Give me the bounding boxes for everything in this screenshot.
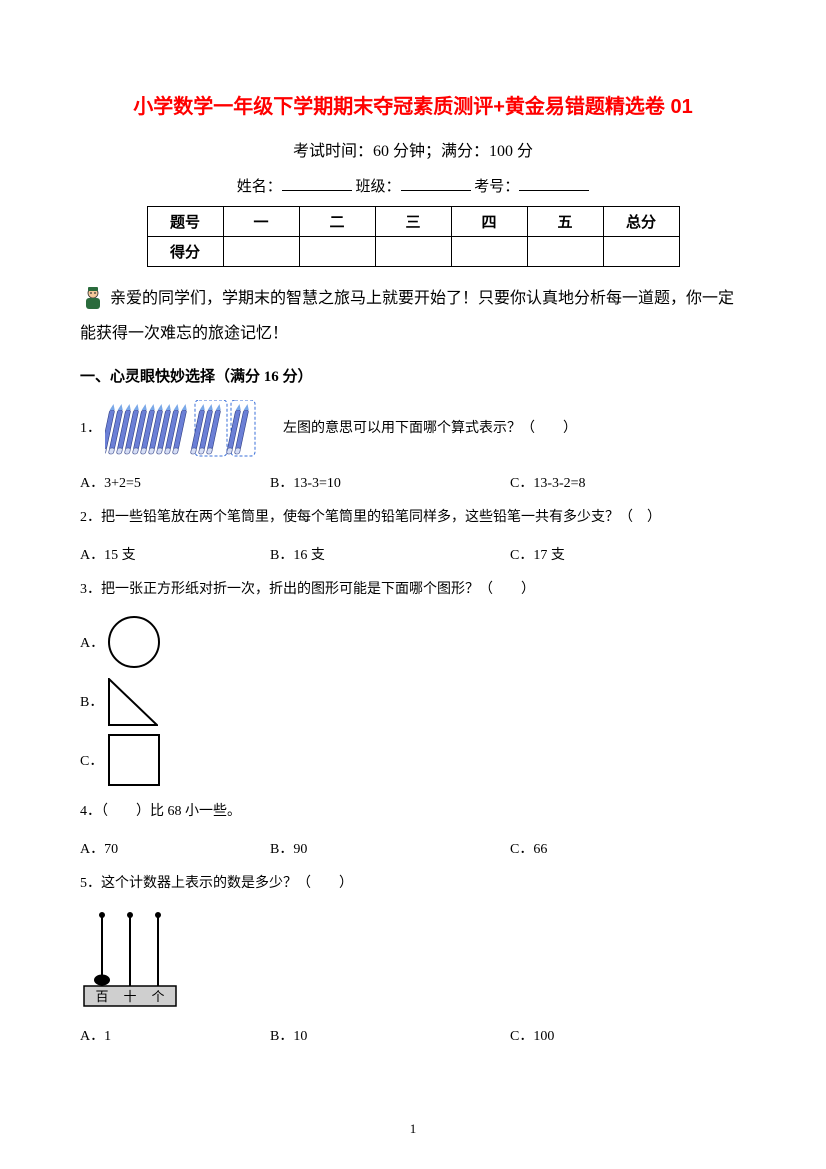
exam-meta: 考试时间：60 分钟；满分：100 分 xyxy=(80,137,746,161)
q2-choices: A．15 支 B．16 支 C．17 支 xyxy=(80,544,746,564)
score-cell[interactable] xyxy=(603,237,679,267)
q2-choice-c: C．17 支 xyxy=(510,544,710,564)
intro-content: 亲爱的同学们，学期末的智慧之旅马上就要开始了！只要你认真地分析每一道题，你一定能… xyxy=(80,290,734,342)
q5-choice-b: B．10 xyxy=(270,1025,510,1045)
score-cell[interactable] xyxy=(299,237,375,267)
header-cell: 题号 xyxy=(147,207,223,237)
svg-text:十: 十 xyxy=(123,989,136,1004)
q4-choices: A．70 B．90 C．66 xyxy=(80,838,746,858)
q1-choice-b: B．13-3=10 xyxy=(270,472,510,492)
q4-choice-c: C．66 xyxy=(510,838,710,858)
q3-choice-c-label: C． xyxy=(80,750,108,770)
abacus-figure: 百十个 xyxy=(80,910,746,1015)
question-3: 3．把一张正方形纸对折一次，折出的图形可能是下面哪个图形？（ ） xyxy=(80,578,746,602)
q1-choices: A．3+2=5 B．13-3=10 C．13-3-2=8 xyxy=(80,472,746,492)
exam-title: 小学数学一年级下学期期末夺冠素质测评+黄金易错题精选卷 01 xyxy=(80,90,746,119)
q1-choice-c: C．13-3-2=8 xyxy=(510,472,710,492)
q3-choice-a-label: A． xyxy=(80,632,108,652)
intro-text: 亲爱的同学们，学期末的智慧之旅马上就要开始了！只要你认真地分析每一道题，你一定能… xyxy=(80,281,746,351)
score-label-cell: 得分 xyxy=(147,237,223,267)
id-blank[interactable] xyxy=(519,175,589,191)
header-cell: 五 xyxy=(527,207,603,237)
q5-choices: A．1 B．10 C．100 xyxy=(80,1025,746,1045)
square-icon xyxy=(108,734,160,786)
q1-text: 左图的意思可以用下面哪个算式表示？（ ） xyxy=(283,417,577,441)
section-1-heading: 一、心灵眼快妙选择（满分 16 分） xyxy=(80,365,746,386)
id-label: 考号： xyxy=(474,179,519,195)
header-cell: 一 xyxy=(223,207,299,237)
score-cell[interactable] xyxy=(451,237,527,267)
q2-choice-a: A．15 支 xyxy=(80,544,270,564)
score-cell[interactable] xyxy=(223,237,299,267)
score-table: 题号 一 二 三 四 五 总分 得分 xyxy=(147,206,680,267)
question-1: 1． 左图的意思可以用下面哪个算式表示？（ ） xyxy=(80,400,746,458)
triangle-icon xyxy=(108,676,162,726)
q3-choice-c-row: C． xyxy=(80,734,746,786)
class-label: 班级： xyxy=(355,179,400,195)
svg-text:个: 个 xyxy=(151,989,164,1004)
header-cell: 三 xyxy=(375,207,451,237)
header-cell: 总分 xyxy=(603,207,679,237)
student-icon xyxy=(80,285,106,313)
question-5: 5．这个计数器上表示的数是多少？（ ） xyxy=(80,872,746,896)
header-cell: 四 xyxy=(451,207,527,237)
q3-choice-b-label: B． xyxy=(80,691,108,711)
name-blank[interactable] xyxy=(282,175,352,191)
question-4: 4．（ ）比 68 小一些。 xyxy=(80,800,746,824)
score-cell[interactable] xyxy=(375,237,451,267)
q5-choice-a: A．1 xyxy=(80,1025,270,1045)
q1-choice-a: A．3+2=5 xyxy=(80,472,270,492)
q4-choice-a: A．70 xyxy=(80,838,270,858)
q3-choice-a-row: A． xyxy=(80,616,746,668)
q3-choice-b-row: B． xyxy=(80,676,746,726)
class-blank[interactable] xyxy=(401,175,471,191)
header-cell: 二 xyxy=(299,207,375,237)
pencils-figure xyxy=(105,400,275,458)
q1-number: 1． xyxy=(80,417,101,441)
table-row: 得分 xyxy=(147,237,679,267)
svg-text:百: 百 xyxy=(95,989,108,1004)
q5-choice-c: C．100 xyxy=(510,1025,710,1045)
page-number: 1 xyxy=(0,1121,826,1137)
score-cell[interactable] xyxy=(527,237,603,267)
q2-choice-b: B．16 支 xyxy=(270,544,510,564)
name-label: 姓名： xyxy=(237,179,282,195)
question-2: 2．把一些铅笔放在两个笔筒里，使每个笔筒里的铅笔同样多，这些铅笔一共有多少支？（… xyxy=(80,506,746,530)
q4-choice-b: B．90 xyxy=(270,838,510,858)
circle-icon xyxy=(108,616,160,668)
table-row: 题号 一 二 三 四 五 总分 xyxy=(147,207,679,237)
student-info-line: 姓名： 班级： 考号： xyxy=(80,175,746,196)
